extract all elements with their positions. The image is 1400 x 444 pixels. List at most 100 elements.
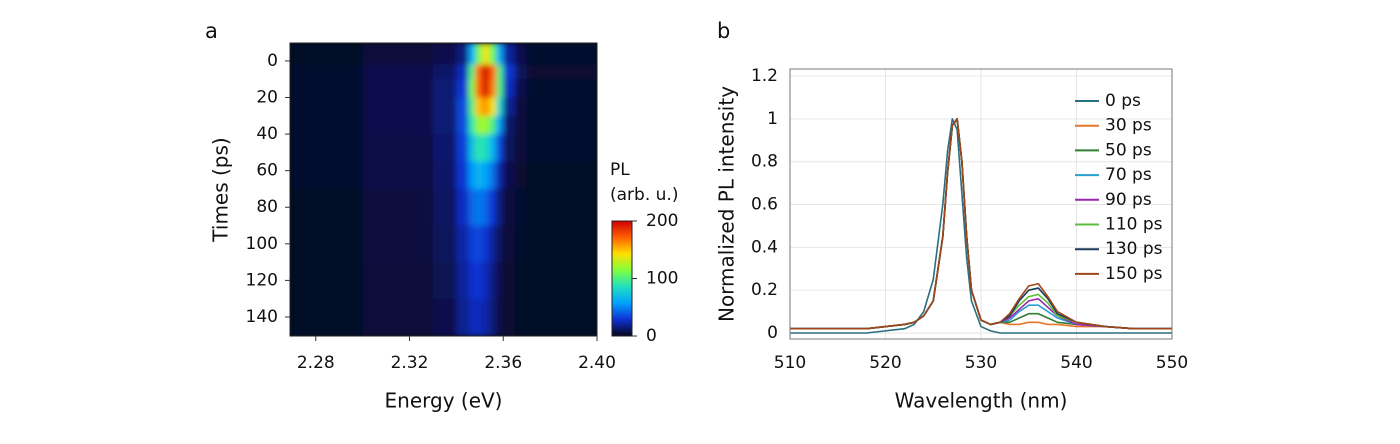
- heatmap-cell: [290, 161, 364, 190]
- heatmap-cell: [432, 188, 457, 227]
- heatmap-cell: [475, 161, 483, 190]
- y-tick-label: 0.2: [751, 280, 778, 300]
- heatmap-cell: [456, 134, 469, 163]
- heatmap-cell: [468, 134, 476, 163]
- heatmap-cell: [503, 225, 516, 263]
- heatmap-cell: [475, 225, 483, 263]
- colorbar-tick-label: 0: [646, 326, 657, 346]
- heatmap-cell: [290, 97, 364, 117]
- heatmap-cell: [475, 97, 483, 117]
- y-tick-label: 60: [256, 161, 278, 181]
- heatmap-cell: [482, 97, 490, 117]
- heatmap-cell: [362, 298, 434, 336]
- legend-label: 50 ps: [1105, 140, 1152, 160]
- heatmap-cell: [482, 188, 490, 227]
- heatmap-cell: [475, 64, 483, 80]
- y-tick-label: 20: [256, 88, 278, 108]
- legend-label: 130 ps: [1105, 239, 1163, 259]
- heatmap-cell: [290, 298, 364, 336]
- heatmap-cell: [496, 43, 504, 66]
- heatmap-cell: [432, 161, 457, 190]
- heatmap-cell: [362, 79, 434, 99]
- heatmap-cells: [290, 43, 597, 336]
- heatmap-cell: [496, 298, 504, 336]
- heatmap-cell: [526, 134, 597, 163]
- y-tick-label: 80: [256, 197, 278, 217]
- heatmap-cell: [362, 134, 434, 163]
- heatmap-cell: [362, 115, 434, 135]
- y-tick-label: 0.8: [751, 152, 778, 172]
- y-tick-label: 0: [267, 51, 278, 71]
- heatmap-cell: [496, 79, 504, 99]
- heatmap-cell: [526, 97, 597, 117]
- heatmap-cell: [290, 64, 364, 80]
- heatmap-cell: [496, 225, 504, 263]
- heatmap-cell: [432, 97, 457, 117]
- heatmap-cell: [468, 161, 476, 190]
- heatmap-cell: [468, 115, 476, 135]
- heatmap-cell: [475, 134, 483, 163]
- y-tick-label: 140: [246, 307, 278, 327]
- y-axis-label: Normalized PL intensity: [715, 86, 739, 322]
- heatmap-cell: [362, 225, 434, 263]
- heatmap-cell: [290, 115, 364, 135]
- heatmap-cell: [514, 79, 528, 99]
- heatmap-cell: [514, 298, 528, 336]
- heatmap-cell: [482, 161, 490, 190]
- heatmap-cell: [432, 43, 457, 66]
- heatmap-cell: [456, 161, 469, 190]
- heatmap-cell: [514, 262, 528, 300]
- heatmap-cell: [456, 79, 469, 99]
- panel-label: a: [205, 19, 218, 43]
- heatmap-cell: [489, 298, 497, 336]
- x-axis-label: Wavelength (nm): [895, 389, 1068, 413]
- heatmap-cell: [475, 262, 483, 300]
- heatmap-cell: [489, 262, 497, 300]
- heatmap-cell: [503, 262, 516, 300]
- colorbar-tick-label: 200: [646, 211, 678, 231]
- heatmap-cell: [456, 225, 469, 263]
- heatmap-cell: [526, 188, 597, 227]
- y-tick-label: 0.6: [751, 195, 778, 215]
- heatmap-cell: [468, 262, 476, 300]
- series-line: [790, 118, 1172, 330]
- heatmap-cell: [468, 225, 476, 263]
- heatmap-cell: [489, 64, 497, 80]
- heatmap-cell: [482, 134, 490, 163]
- heatmap-cell: [290, 225, 364, 263]
- heatmap-cell: [432, 64, 457, 80]
- heatmap-cell: [514, 134, 528, 163]
- heatmap-cell: [489, 43, 497, 66]
- heatmap-cell: [482, 225, 490, 263]
- heatmap-cell: [362, 64, 434, 80]
- plot-frame: [289, 42, 598, 337]
- heatmap-cell: [514, 64, 528, 80]
- heatmap-cell: [432, 225, 457, 263]
- heatmap-cell: [496, 188, 504, 227]
- legend-label: 0 ps: [1105, 91, 1141, 111]
- heatmap-cell: [503, 161, 516, 190]
- heatmap-cell: [468, 43, 476, 66]
- heatmap-cell: [432, 262, 457, 300]
- plot-frame: [789, 68, 1173, 340]
- x-axis-label: Energy (eV): [385, 389, 503, 413]
- series-line: [790, 118, 1172, 334]
- heatmap-cell: [482, 298, 490, 336]
- heatmap-cell: [503, 43, 516, 66]
- heatmap-cell: [475, 188, 483, 227]
- heatmap-cell: [456, 115, 469, 135]
- heatmap-cell: [482, 43, 490, 66]
- x-tick-label: 530: [965, 353, 997, 373]
- heatmap-cell: [468, 188, 476, 227]
- y-axis-label: Times (ps): [209, 137, 233, 242]
- heatmap-cell: [482, 79, 490, 99]
- heatmap-cell: [468, 64, 476, 80]
- heatmap-cell: [526, 115, 597, 135]
- heatmap-cell: [503, 115, 516, 135]
- heatmap-cell: [362, 188, 434, 227]
- heatmap-cell: [475, 115, 483, 135]
- heatmap-cell: [496, 262, 504, 300]
- y-tick-label: 120: [246, 270, 278, 290]
- heatmap-cell: [482, 64, 490, 80]
- heatmap-cell: [489, 134, 497, 163]
